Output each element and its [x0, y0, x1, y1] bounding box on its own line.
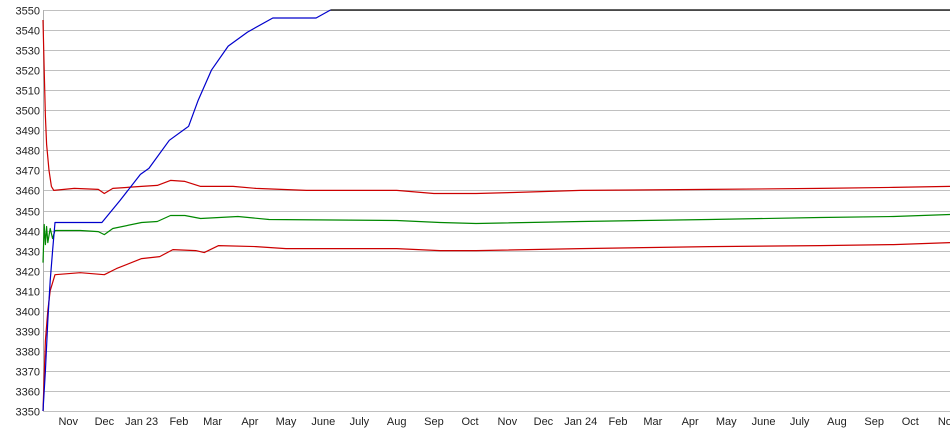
y-tick-label: 3460: [16, 186, 40, 198]
x-tick-label: May: [276, 416, 297, 428]
y-tick-label: 3430: [16, 247, 40, 259]
x-tick-label: Oct: [902, 416, 919, 428]
x-tick-label: Dec: [95, 416, 115, 428]
x-tick-label: Sep: [424, 416, 444, 428]
grid: [43, 10, 950, 412]
y-tick-label: 3420: [16, 267, 40, 279]
x-tick-label: Feb: [169, 416, 188, 428]
y-tick-label: 3530: [16, 46, 40, 58]
x-tick-label: Apr: [241, 416, 258, 428]
x-tick-label: Nov: [498, 416, 518, 428]
x-tick-label: May: [716, 416, 737, 428]
x-tick-label: Feb: [609, 416, 628, 428]
y-tick-label: 3490: [16, 126, 40, 138]
x-tick-label: July: [790, 416, 810, 428]
y-tick-label: 3380: [16, 347, 40, 359]
y-tick-label: 3500: [16, 106, 40, 118]
y-tick-label: 3520: [16, 66, 40, 78]
series-lines: [42, 9, 950, 412]
x-tick-label: June: [311, 416, 335, 428]
x-axis: Nov Dec Jan 23 Feb Mar Apr May June July Aug Sep Oc…: [58, 416, 950, 428]
y-tick-label: 3480: [16, 146, 40, 158]
y-tick-label: 3470: [16, 166, 40, 178]
x-tick-label: Oct: [461, 416, 478, 428]
y-tick-label: 3510: [16, 86, 40, 98]
series-line-1: [42, 213, 950, 263]
y-tick-label: 3450: [16, 207, 40, 219]
y-tick-label: 3400: [16, 307, 40, 319]
x-tick-label: Jan 23: [125, 416, 158, 428]
x-tick-label: June: [752, 416, 776, 428]
series-line-3: [42, 9, 331, 412]
x-tick-label: Aug: [827, 416, 847, 428]
y-tick-label: 3540: [16, 26, 40, 38]
x-tick-label: Nov: [938, 416, 950, 428]
x-tick-label: July: [350, 416, 370, 428]
x-tick-label: Aug: [387, 416, 407, 428]
y-tick-label: 3350: [16, 407, 40, 419]
series-line-2: [42, 242, 950, 412]
x-tick-label: Dec: [534, 416, 554, 428]
x-tick-label: Apr: [682, 416, 699, 428]
y-tick-label: 3360: [16, 387, 40, 399]
y-tick-label: 3550: [16, 6, 40, 18]
x-tick-label: Nov: [58, 416, 78, 428]
x-tick-label: Mar: [203, 416, 222, 428]
y-tick-label: 3440: [16, 227, 40, 239]
x-tick-label: Mar: [643, 416, 662, 428]
y-tick-label: 3370: [16, 367, 40, 379]
x-tick-label: Jan 24: [564, 416, 597, 428]
series-line-0: [42, 19, 950, 195]
y-axis: 3350 3360 3370 3380 3390 3400 3410 3420 3430 3440…: [16, 6, 44, 419]
y-tick-label: 3390: [16, 327, 40, 339]
x-tick-label: Sep: [864, 416, 884, 428]
y-tick-label: 3410: [16, 287, 40, 299]
